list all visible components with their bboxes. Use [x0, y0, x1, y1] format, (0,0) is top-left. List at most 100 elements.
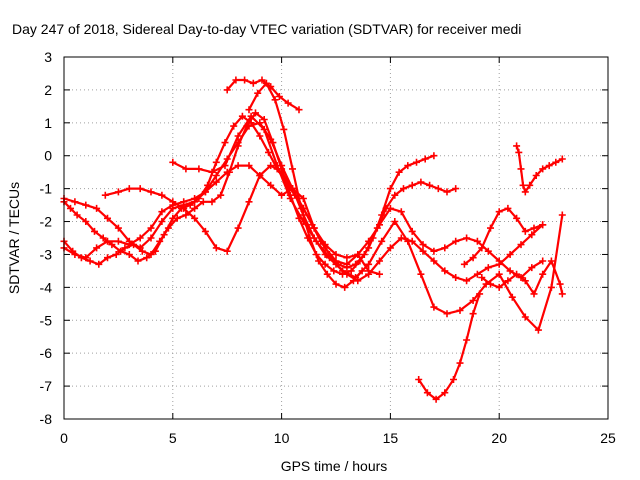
data-point: [515, 148, 523, 156]
data-point: [343, 260, 351, 268]
data-point: [201, 188, 209, 196]
data-point: [221, 162, 229, 170]
data-point: [386, 244, 394, 252]
series-line: [171, 115, 564, 332]
data-point: [530, 224, 538, 232]
data-point: [528, 264, 536, 272]
data-point: [450, 376, 457, 383]
data-point: [310, 224, 318, 232]
data-point: [473, 237, 481, 245]
data-point: [521, 277, 529, 285]
data-point: [358, 267, 366, 275]
data-point: [519, 181, 527, 189]
data-point: [86, 257, 94, 265]
data-point: [232, 76, 240, 84]
data-point: [530, 290, 538, 298]
y-tick-label: -3: [40, 246, 53, 262]
data-point: [169, 204, 177, 212]
data-point: [430, 152, 438, 160]
data-point: [180, 201, 188, 209]
data-point: [521, 227, 529, 235]
data-point: [484, 264, 492, 272]
data-series: [60, 76, 566, 403]
x-tick-label: 10: [274, 430, 290, 446]
data-point: [452, 185, 460, 193]
data-point: [101, 191, 109, 199]
data-point: [391, 218, 399, 225]
data-point: [267, 181, 275, 189]
data-point: [349, 277, 357, 285]
data-point: [212, 172, 220, 179]
data-point: [67, 204, 74, 212]
data-point: [230, 122, 238, 130]
data-point: [378, 237, 386, 245]
y-tick-label: -5: [40, 312, 53, 328]
data-point: [245, 198, 253, 206]
data-point: [343, 254, 351, 262]
data-point: [441, 267, 449, 275]
series-8: [245, 79, 366, 291]
data-point: [321, 260, 329, 268]
data-point: [258, 76, 266, 84]
data-point: [254, 89, 262, 97]
data-point: [347, 267, 355, 275]
data-point: [495, 283, 503, 291]
series-line: [62, 121, 381, 276]
data-point: [201, 227, 209, 235]
data-point: [93, 244, 101, 252]
data-point: [495, 270, 503, 278]
data-point: [217, 191, 225, 199]
data-point: [191, 214, 199, 222]
series-7: [223, 76, 303, 114]
data-point: [376, 221, 383, 229]
data-point: [321, 241, 329, 249]
data-point: [441, 389, 449, 397]
data-point: [134, 257, 142, 265]
data-point: [245, 122, 253, 130]
data-point: [212, 158, 220, 166]
data-point: [532, 172, 540, 179]
data-point: [315, 257, 323, 265]
data-point: [395, 168, 403, 176]
data-point: [513, 214, 521, 222]
data-point: [82, 201, 90, 209]
data-point: [376, 257, 383, 265]
data-point: [517, 241, 525, 249]
data-point: [452, 237, 460, 245]
data-point: [404, 237, 412, 245]
data-point: [513, 142, 521, 150]
data-point: [539, 257, 547, 265]
data-point: [297, 204, 305, 212]
data-point: [426, 181, 434, 189]
data-point: [93, 204, 101, 212]
y-tick-label: -4: [40, 279, 53, 295]
data-point: [256, 132, 264, 140]
data-point: [339, 267, 346, 275]
data-point: [326, 254, 333, 262]
data-point: [82, 218, 90, 225]
data-point: [487, 280, 494, 288]
data-point: [528, 231, 536, 239]
data-point: [125, 237, 133, 245]
data-point: [456, 359, 464, 367]
data-point: [400, 185, 407, 193]
series-line: [417, 292, 481, 401]
data-point: [136, 185, 144, 193]
data-point: [280, 125, 288, 133]
data-point: [82, 254, 90, 262]
data-point: [386, 185, 394, 193]
data-point: [469, 254, 477, 262]
series-12: [460, 204, 547, 268]
data-point: [262, 79, 270, 87]
data-point: [91, 227, 98, 235]
data-point: [434, 185, 442, 193]
data-point: [73, 211, 81, 219]
data-point: [212, 244, 220, 252]
data-point: [443, 310, 451, 318]
data-point: [558, 211, 566, 219]
x-tick-label: 0: [60, 430, 68, 446]
data-point: [419, 241, 427, 249]
data-point: [147, 224, 155, 232]
y-tick-label: -1: [40, 181, 53, 197]
